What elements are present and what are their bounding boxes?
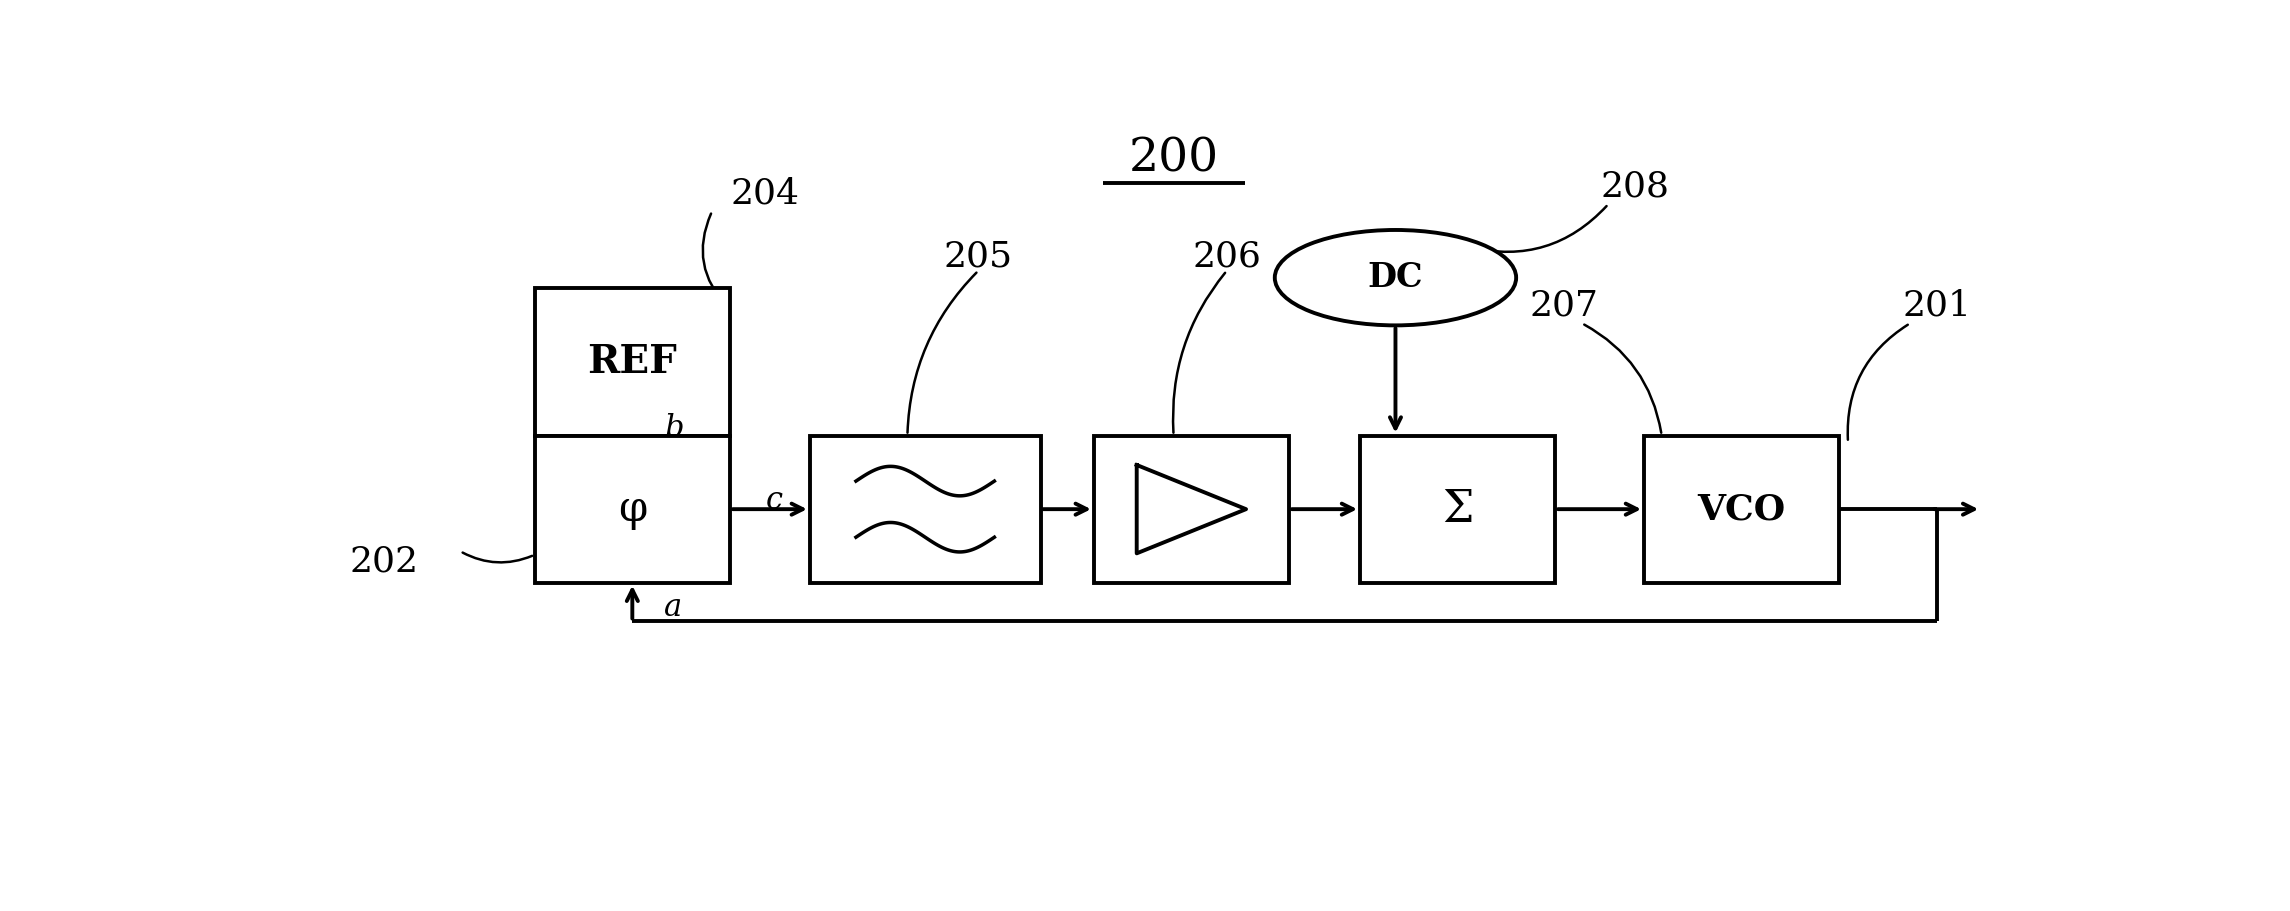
Text: 205: 205 (943, 240, 1012, 273)
Text: b: b (664, 413, 685, 444)
Text: Σ: Σ (1443, 487, 1472, 531)
Bar (1644, 435, 1839, 583)
Bar (536, 435, 731, 583)
Text: 208: 208 (1601, 169, 1669, 203)
Text: 207: 207 (1530, 289, 1598, 322)
Text: 202: 202 (350, 545, 419, 578)
Text: 204: 204 (731, 177, 799, 210)
Text: REF: REF (589, 343, 678, 381)
Text: 206: 206 (1193, 240, 1262, 273)
Bar (1095, 435, 1289, 583)
Bar (811, 435, 1040, 583)
Text: φ: φ (618, 488, 648, 530)
Text: a: a (664, 592, 682, 623)
Bar (536, 288, 731, 435)
Text: 200: 200 (1129, 136, 1218, 181)
Text: c: c (765, 486, 783, 517)
Bar (1360, 435, 1555, 583)
Text: VCO: VCO (1697, 492, 1786, 527)
Text: DC: DC (1367, 261, 1422, 294)
Circle shape (1276, 230, 1516, 325)
Text: 201: 201 (1903, 289, 1972, 322)
